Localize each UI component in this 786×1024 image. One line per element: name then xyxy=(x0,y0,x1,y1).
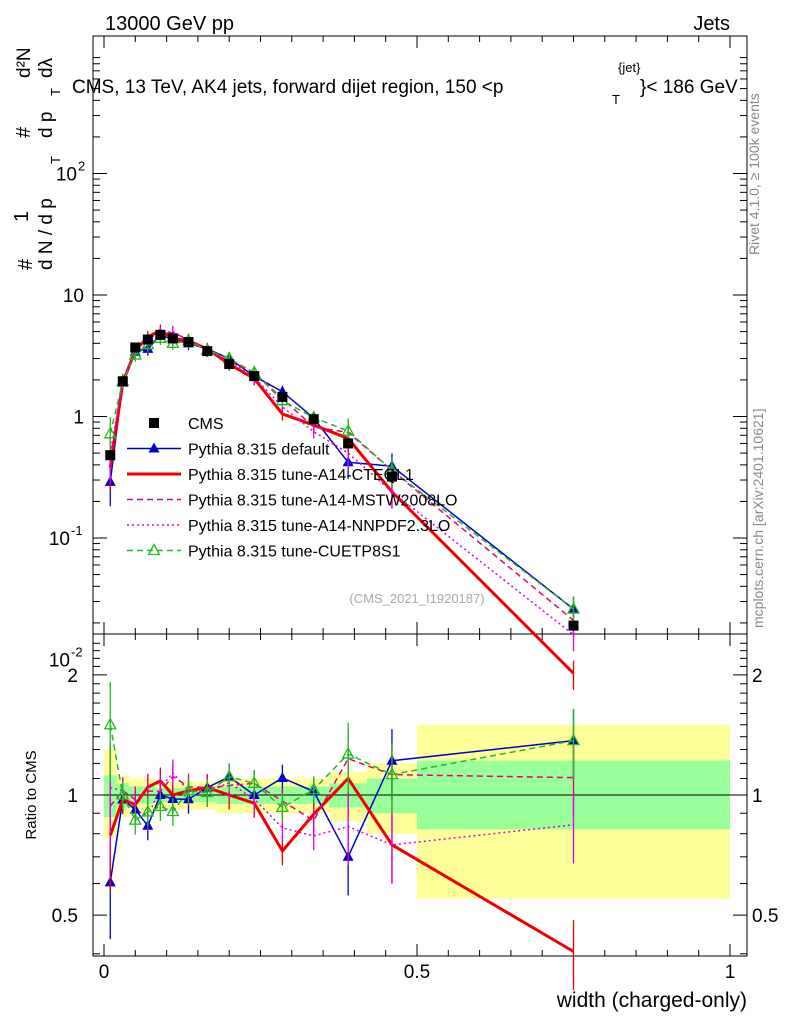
legend-label: Pythia 8.315 tune-A14-NNPDF2.3LO xyxy=(188,518,450,535)
cms-point xyxy=(130,342,141,353)
ratio-uncertainty-bands xyxy=(104,724,730,899)
legend-label: Pythia 8.315 tune-A14-MSTW2008LO xyxy=(188,493,457,510)
legend-label: Pythia 8.315 tune-A14-CTEQL1 xyxy=(188,467,414,484)
cms-point xyxy=(568,620,579,631)
legend-label: CMS xyxy=(188,416,224,433)
ratio-y-tick-label-right: 1 xyxy=(752,786,763,807)
y-tick-exponent: 2 xyxy=(78,159,85,174)
legend-item-nnpdf: Pythia 8.315 tune-A14-NNPDF2.3LO xyxy=(127,518,450,535)
point-cuetp xyxy=(566,601,581,614)
y-tick-exponent: -2 xyxy=(71,645,83,660)
point-cuetp xyxy=(341,423,355,436)
ratio-point-cuetp xyxy=(153,799,167,812)
ratio-point-cuetp xyxy=(166,804,180,817)
title-subscript: T xyxy=(612,92,620,107)
svg-text:#: # xyxy=(15,258,37,270)
svg-text:T: T xyxy=(48,88,63,96)
legend-swatch xyxy=(149,418,159,428)
ratio-point-cuetp xyxy=(385,767,399,780)
svg-text:#: # xyxy=(13,126,35,138)
rivet-label: Rivet 4.1.0, ≥ 100k events xyxy=(746,93,762,255)
y-axis-label-ratio: Ratio to CMS xyxy=(23,750,40,839)
cms-point xyxy=(308,414,319,425)
ratio-point-cuetp xyxy=(181,783,196,796)
cms-point xyxy=(117,376,128,387)
cms-point xyxy=(202,346,213,357)
y-tick-label: 10 xyxy=(49,651,70,672)
title-superscript: {jet} xyxy=(618,60,641,75)
y-tick-label: 1 xyxy=(73,408,84,429)
ratio-y-tick-label: 1 xyxy=(67,786,78,807)
y-tick-exponent: -1 xyxy=(71,523,83,538)
ratio-line-nnpdf xyxy=(110,771,574,846)
x-axis-label: width (charged-only) xyxy=(556,989,747,1012)
y-tick-label: 10 xyxy=(63,286,84,307)
legend-marker xyxy=(147,543,161,556)
cms-point xyxy=(167,333,178,344)
legend-marker xyxy=(148,442,160,453)
analysis-tag: (CMS_2021_I1920187) xyxy=(349,591,484,606)
ratio-point-cuetp xyxy=(247,775,261,788)
legend-label: Pythia 8.315 default xyxy=(188,442,330,459)
ratio-point-cuetp xyxy=(307,782,321,795)
legend-item-cteq: Pythia 8.315 tune-A14-CTEQL1 xyxy=(127,467,414,484)
y-axis-label-top: # 1 d N / d p T # d p T d²N dλ xyxy=(11,47,63,270)
svg-text:T: T xyxy=(48,156,63,164)
ratio-y-tick-label-right: 2 xyxy=(752,666,763,687)
cms-point xyxy=(142,334,153,345)
cms-point xyxy=(277,391,288,402)
x-tick-label: 0.5 xyxy=(404,962,430,983)
svg-text:1: 1 xyxy=(11,211,33,222)
series-line-nnpdf xyxy=(109,330,574,636)
ratio-point-cuetp xyxy=(222,769,236,782)
title-tail: }< 186 GeV xyxy=(640,77,738,98)
legend-item-def: Pythia 8.315 default xyxy=(127,442,330,459)
plot-title: CMS, 13 TeV, AK4 jets, forward dijet reg… xyxy=(72,60,738,107)
point-cuetp xyxy=(128,347,142,360)
ratio-y-tick-label: 0.5 xyxy=(52,906,78,927)
series-cms xyxy=(105,329,579,631)
svg-text:d p: d p xyxy=(36,112,57,138)
cms-point xyxy=(155,329,166,340)
ratio-point-cuetp xyxy=(103,717,117,730)
ratio-point-cuetp xyxy=(341,746,355,759)
x-tick-label: 1 xyxy=(725,962,736,983)
cms-point xyxy=(183,337,194,348)
svg-text:d²N: d²N xyxy=(14,47,35,78)
ratio-point-cuetp xyxy=(200,785,214,798)
legend-label: Pythia 8.315 tune-CUETP8S1 xyxy=(188,544,401,561)
svg-text:dλ: dλ xyxy=(36,57,57,78)
cms-point xyxy=(249,371,260,382)
legend: CMS Pythia 8.315 default Pythia 8.315 tune… xyxy=(127,416,457,561)
data-series xyxy=(103,324,581,991)
y-tick-label: 10 xyxy=(49,529,70,550)
cms-point xyxy=(386,471,397,482)
y-tick-label: 10 xyxy=(56,165,77,186)
ratio-y-tick-label-right: 0.5 xyxy=(752,906,778,927)
x-tick-label: 0 xyxy=(99,962,110,983)
ratio-point-cuetp xyxy=(275,800,290,813)
mcplots-label: mcplots.cern.ch [arXiv:2401.10621] xyxy=(750,409,766,628)
ratio-point-def xyxy=(276,771,288,782)
svg-text:d N / d p: d N / d p xyxy=(36,198,57,270)
legend-item-cuetp: Pythia 8.315 tune-CUETP8S1 xyxy=(127,543,401,561)
ratio-point-cuetp xyxy=(116,787,130,800)
ratio-point-cuetp xyxy=(128,812,142,825)
cms-point xyxy=(343,438,354,449)
ratio-point-cuetp xyxy=(566,733,581,746)
legend-item-mstw: Pythia 8.315 tune-A14-MSTW2008LO xyxy=(127,493,457,510)
ratio-y-tick-label: 2 xyxy=(67,666,78,687)
ratio-line-cuetp xyxy=(109,724,574,822)
header-right: Jets xyxy=(693,13,730,35)
cms-point xyxy=(224,359,235,370)
ratio-point-cuetp xyxy=(141,804,155,817)
legend-item-cms: CMS xyxy=(149,416,224,433)
cms-point xyxy=(105,450,116,461)
header-left: 13000 GeV pp xyxy=(105,13,234,35)
point-cuetp xyxy=(103,426,117,439)
title-text: CMS, 13 TeV, AK4 jets, forward dijet reg… xyxy=(72,77,503,98)
